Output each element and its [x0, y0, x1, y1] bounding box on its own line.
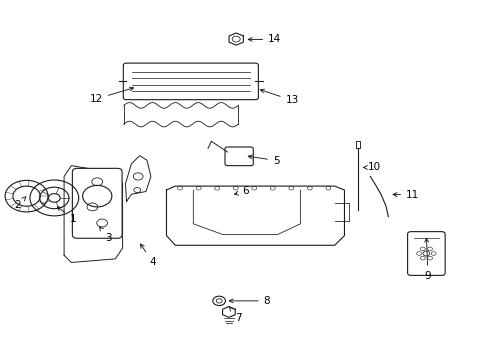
Polygon shape [64, 166, 122, 262]
Polygon shape [222, 307, 235, 318]
Text: 11: 11 [392, 190, 419, 200]
Text: 4: 4 [140, 244, 156, 267]
Text: 3: 3 [99, 227, 111, 243]
Text: 8: 8 [229, 296, 270, 306]
Text: 7: 7 [229, 307, 241, 323]
Polygon shape [125, 156, 151, 202]
Text: 14: 14 [248, 35, 281, 44]
Polygon shape [228, 33, 243, 45]
Text: 10: 10 [363, 162, 380, 172]
Text: 1: 1 [57, 207, 76, 224]
Text: 9: 9 [424, 238, 430, 281]
Text: 2: 2 [14, 197, 26, 210]
FancyBboxPatch shape [123, 63, 258, 100]
FancyBboxPatch shape [224, 147, 253, 166]
Polygon shape [166, 186, 344, 245]
Text: 12: 12 [89, 87, 133, 104]
FancyBboxPatch shape [407, 231, 444, 275]
FancyBboxPatch shape [72, 168, 122, 238]
Text: 5: 5 [248, 155, 279, 166]
Text: 13: 13 [260, 89, 298, 105]
Text: 6: 6 [234, 186, 248, 197]
